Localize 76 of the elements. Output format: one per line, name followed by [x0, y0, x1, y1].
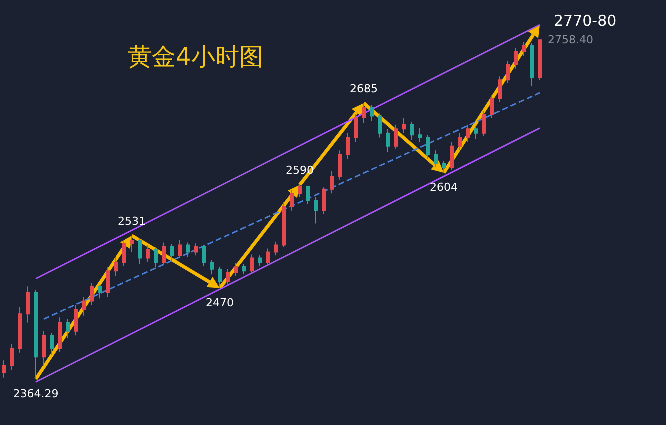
annotation: 2604	[430, 181, 458, 194]
candlestick	[418, 128, 422, 143]
candlestick	[34, 290, 38, 380]
candlestick	[170, 244, 174, 260]
annotation: 2531	[118, 214, 146, 228]
candlestick	[106, 267, 110, 298]
candlestick	[522, 42, 526, 56]
candlestick	[402, 117, 406, 134]
candlestick	[186, 242, 190, 258]
candlestick	[122, 240, 126, 266]
candlestick	[378, 113, 382, 138]
candlestick	[258, 255, 262, 266]
candlestick	[330, 170, 334, 194]
candlestick	[18, 306, 22, 354]
candlestick	[306, 185, 310, 204]
candlestick	[506, 60, 510, 84]
candlestick	[194, 243, 198, 256]
candlestick	[362, 102, 366, 124]
candlestick	[410, 122, 414, 141]
candlestick	[250, 254, 254, 274]
candlestick	[202, 244, 206, 266]
candlestick	[66, 318, 70, 339]
candlestick	[42, 330, 46, 366]
text: 2758.40	[548, 34, 594, 47]
chart-title: 黄金4小时图	[128, 43, 264, 71]
candlestick	[474, 126, 478, 140]
candlestick	[90, 282, 94, 306]
candlestick	[386, 128, 390, 153]
candlestick	[394, 124, 398, 150]
candlestick	[162, 242, 166, 266]
candlestick	[178, 240, 182, 259]
candlestick	[338, 150, 342, 180]
candlestick	[50, 332, 54, 356]
candlestick	[98, 284, 102, 300]
candlestick	[298, 184, 302, 198]
candlestick	[290, 190, 294, 212]
candlestick	[490, 95, 494, 118]
candlestick	[26, 286, 30, 324]
text: 2770-80	[554, 12, 617, 30]
candlestick	[482, 110, 486, 137]
candlestick	[514, 48, 518, 70]
candlestick	[266, 248, 270, 266]
annotation: 2685	[350, 82, 378, 96]
candlestick	[210, 259, 214, 276]
candlestick	[82, 296, 86, 316]
candlestick	[154, 246, 158, 268]
candlestick	[450, 142, 454, 171]
candlestick	[282, 202, 286, 248]
candlestick	[130, 235, 134, 253]
candlestick	[530, 42, 534, 87]
candlestick	[74, 305, 78, 336]
candlestick	[458, 132, 462, 152]
candlestick	[346, 132, 350, 160]
candlestick	[538, 40, 542, 81]
annotation: 2470	[206, 296, 234, 310]
candlestick	[146, 244, 150, 264]
candlestick	[138, 238, 142, 265]
candlestick	[354, 114, 358, 143]
candlestick	[114, 256, 118, 277]
candlestick	[426, 134, 430, 160]
candlestick	[314, 196, 318, 224]
candlestick	[58, 317, 62, 353]
candlestick	[242, 264, 246, 276]
candlestick	[498, 76, 502, 103]
candlestick	[322, 187, 326, 215]
candlestick	[234, 262, 238, 277]
candlestick	[442, 160, 446, 174]
annotation: 2364.29	[13, 387, 59, 400]
candlestick	[370, 104, 374, 122]
candlestick	[226, 268, 230, 286]
candlestick	[274, 241, 278, 256]
candlestick	[10, 344, 14, 371]
candlestick	[466, 124, 470, 143]
candlestick	[434, 150, 438, 168]
candlestick	[218, 266, 222, 289]
candlestick	[2, 360, 6, 378]
